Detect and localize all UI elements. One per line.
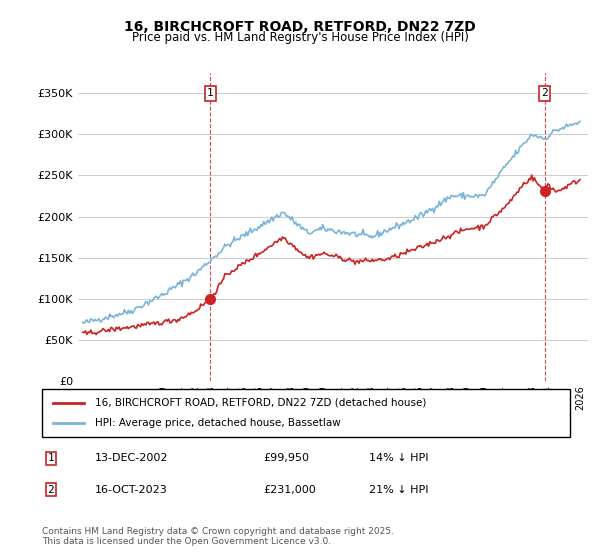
Text: 16, BIRCHCROFT ROAD, RETFORD, DN22 7ZD: 16, BIRCHCROFT ROAD, RETFORD, DN22 7ZD [124, 20, 476, 34]
Text: Price paid vs. HM Land Registry's House Price Index (HPI): Price paid vs. HM Land Registry's House … [131, 31, 469, 44]
FancyBboxPatch shape [42, 389, 570, 437]
Text: £99,950: £99,950 [264, 454, 310, 464]
Text: 2: 2 [47, 485, 54, 494]
Text: 2: 2 [541, 88, 548, 99]
Text: 16-OCT-2023: 16-OCT-2023 [95, 485, 167, 494]
Text: HPI: Average price, detached house, Bassetlaw: HPI: Average price, detached house, Bass… [95, 418, 341, 428]
Text: 13-DEC-2002: 13-DEC-2002 [95, 454, 168, 464]
Text: £231,000: £231,000 [264, 485, 317, 494]
Text: Contains HM Land Registry data © Crown copyright and database right 2025.
This d: Contains HM Land Registry data © Crown c… [42, 526, 394, 546]
Text: 21% ↓ HPI: 21% ↓ HPI [370, 485, 429, 494]
Text: 1: 1 [47, 454, 54, 464]
Text: 1: 1 [207, 88, 214, 99]
Text: 14% ↓ HPI: 14% ↓ HPI [370, 454, 429, 464]
Text: 16, BIRCHCROFT ROAD, RETFORD, DN22 7ZD (detached house): 16, BIRCHCROFT ROAD, RETFORD, DN22 7ZD (… [95, 398, 426, 408]
